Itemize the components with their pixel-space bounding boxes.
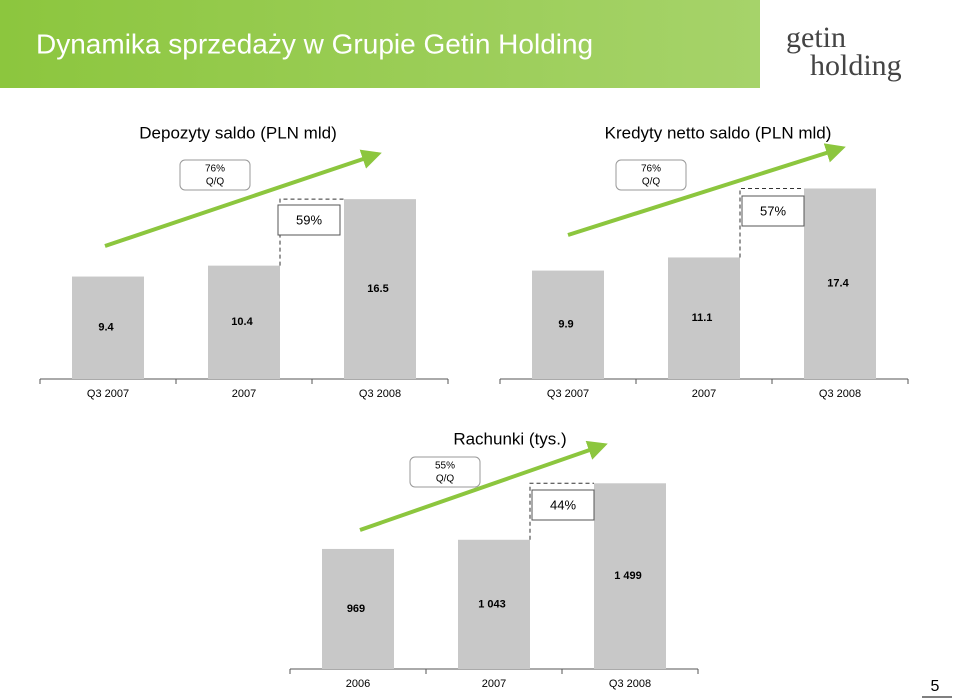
x-tick-label: Q3 2008 (609, 678, 651, 690)
connector (529, 482, 594, 540)
growth-box (409, 456, 481, 488)
bar (458, 539, 530, 669)
value-label: 969 (347, 603, 365, 615)
chart-title: Kredyty netto saldo (PLN mld) (605, 123, 832, 142)
bar (804, 188, 876, 379)
growth-arrow (104, 149, 382, 248)
bar (72, 276, 144, 379)
x-tick-label: 2007 (482, 678, 506, 690)
connector (739, 187, 804, 258)
slide-title: Dynamika sprzedaży w Grupie Getin Holdin… (36, 28, 593, 59)
bar (668, 257, 740, 379)
change-label: 59% (296, 212, 322, 227)
growth-arrow (567, 143, 846, 237)
growth-arrow (359, 440, 608, 532)
bar (208, 265, 280, 379)
value-label: 11.1 (692, 312, 713, 324)
growth-label: 76% (641, 164, 661, 175)
value-label: 1 499 (614, 570, 642, 582)
bar (322, 548, 394, 669)
change-box (531, 489, 595, 521)
x-tick-label: 2007 (232, 388, 256, 400)
chart-title: Depozyty saldo (PLN mld) (139, 123, 336, 142)
x-tick-label: 2007 (692, 388, 716, 400)
logo-text: getin (786, 21, 846, 54)
value-label: 1 043 (478, 598, 506, 610)
x-tick-label: 2006 (346, 678, 370, 690)
logo-text: holding (810, 49, 902, 82)
value-label: 10.4 (231, 316, 253, 328)
change-box (741, 195, 805, 227)
change-label: 44% (550, 497, 576, 512)
value-label: 16.5 (367, 283, 388, 295)
bar (344, 199, 416, 379)
change-box (277, 204, 341, 236)
growth-label: 55% (435, 461, 455, 472)
bar (532, 270, 604, 379)
change-label: 57% (760, 203, 786, 218)
x-tick-label: Q3 2007 (87, 388, 129, 400)
growth-label: 76% (205, 164, 225, 175)
page-number: 5 (931, 678, 940, 695)
growth-label: Q/Q (206, 177, 225, 188)
value-label: 9.4 (98, 322, 114, 334)
x-tick-label: Q3 2007 (547, 388, 589, 400)
value-label: 17.4 (827, 278, 849, 290)
x-tick-label: Q3 2008 (359, 388, 401, 400)
connector (279, 198, 344, 266)
value-label: 9.9 (558, 319, 573, 331)
header-bar (0, 0, 760, 88)
growth-box (615, 159, 687, 191)
growth-box (179, 159, 251, 191)
bar (594, 483, 666, 669)
x-tick-label: Q3 2008 (819, 388, 861, 400)
growth-label: Q/Q (436, 474, 455, 485)
chart-title: Rachunki (tys.) (453, 429, 566, 448)
growth-label: Q/Q (642, 177, 661, 188)
